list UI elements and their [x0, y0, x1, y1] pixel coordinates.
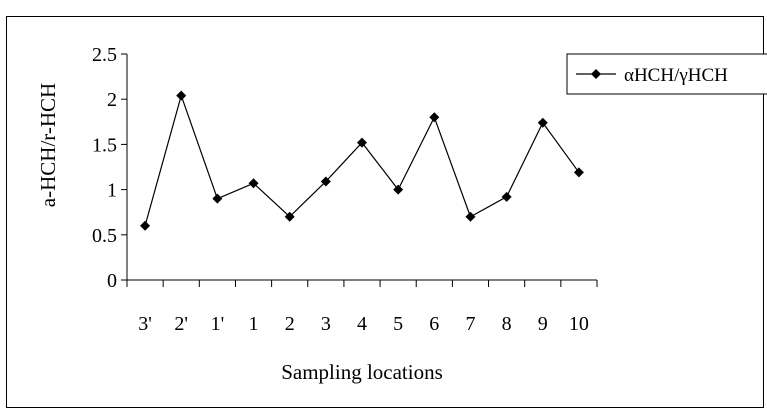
series-group: [140, 90, 584, 231]
y-tick-label: 2: [107, 89, 117, 111]
data-point: [176, 90, 187, 101]
x-tick-label: 2': [174, 313, 188, 335]
y-tick-label: 0.5: [92, 225, 117, 247]
y-tick-label: 0: [107, 270, 117, 292]
data-point: [320, 176, 331, 187]
data-point: [357, 137, 367, 148]
legend-label: αHCH/γHCH: [624, 65, 728, 86]
y-tick-label: 1.5: [92, 134, 117, 156]
chart-axes: [121, 53, 598, 287]
legend-marker: [591, 69, 601, 79]
x-tick-label: 10: [569, 313, 589, 335]
x-tick-label: 7: [465, 313, 475, 335]
x-tick-label: 8: [502, 313, 512, 335]
series-line: [144, 93, 580, 226]
data-point: [248, 178, 259, 189]
y-tick-labels: 0 0.5 1 1.5 2 2.5: [92, 44, 117, 292]
data-point: [284, 211, 295, 222]
x-tick-label: 1: [249, 313, 259, 335]
x-tick-label: 5: [393, 313, 403, 335]
data-point: [465, 211, 476, 222]
x-tick-label: 4: [357, 313, 367, 335]
x-tick-labels: 3' 2' 1' 1 2 3 4 5 6 7 8 9 10: [138, 313, 589, 335]
data-point: [393, 184, 404, 195]
y-axis-title: a-HCH/r-HCH: [36, 83, 60, 207]
x-tick-label: 3: [321, 313, 331, 335]
x-tick-label: 9: [538, 313, 548, 335]
data-point: [140, 220, 151, 231]
x-axis-title: Sampling locations: [281, 360, 443, 384]
x-tick-label: 2: [285, 313, 295, 335]
x-tick-label: 3': [138, 313, 152, 335]
data-point: [573, 167, 584, 178]
data-point: [212, 193, 223, 204]
y-tick-label: 1: [107, 180, 117, 202]
legend: αHCH/γHCH: [566, 53, 767, 95]
data-point: [429, 112, 440, 123]
x-tick-label: 1': [211, 313, 225, 335]
y-tick-label: 2.5: [92, 44, 117, 66]
data-point: [537, 117, 548, 128]
data-point: [501, 191, 512, 202]
x-tick-label: 6: [429, 313, 439, 335]
